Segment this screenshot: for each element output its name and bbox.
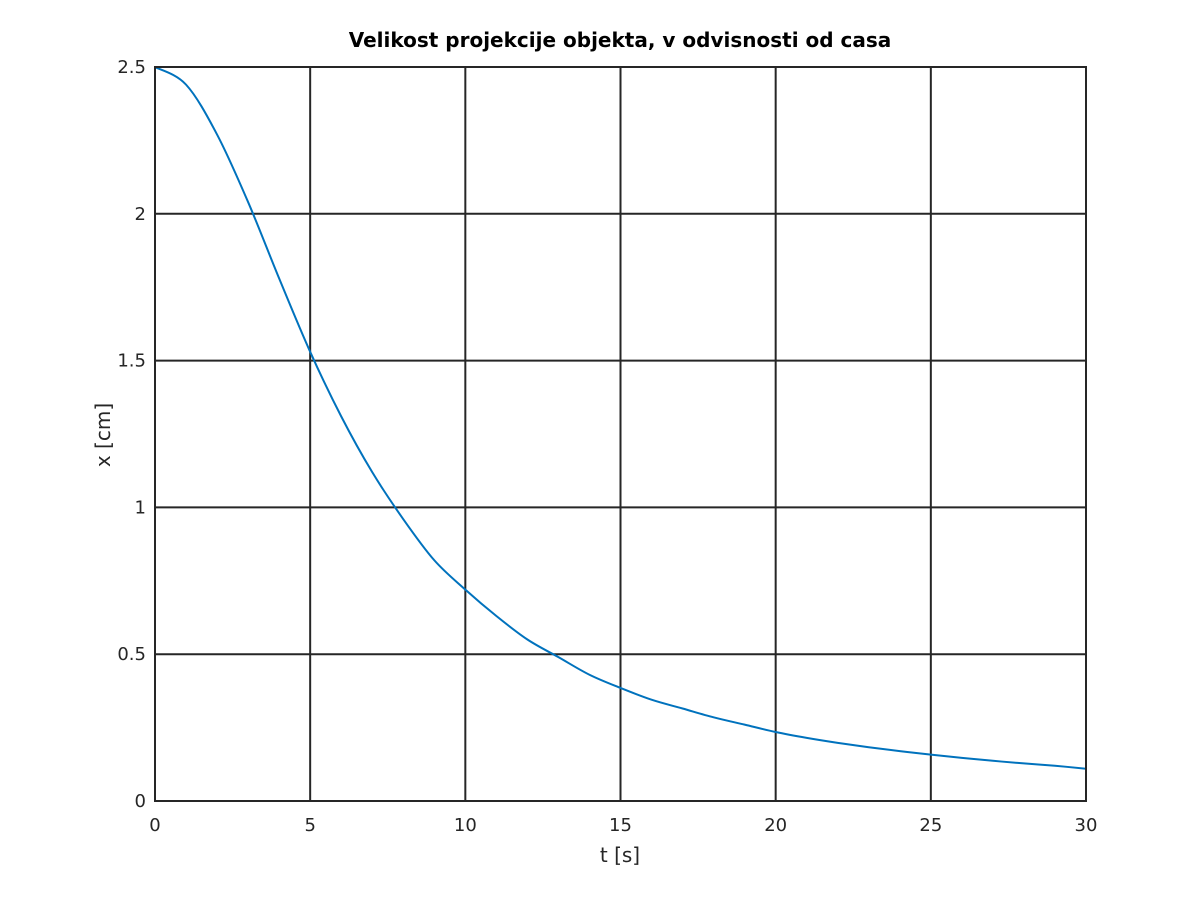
x-tick-label: 0 — [149, 815, 160, 836]
y-tick-label: 2.5 — [117, 57, 146, 78]
tick-labels: 0 5 10 15 20 25 30 0 0.5 1 1.5 2 2.5 — [117, 57, 1097, 836]
x-axis-label: t [s] — [600, 843, 640, 867]
series-line-0 — [154, 66, 1087, 770]
x-tick-label: 20 — [764, 815, 787, 836]
y-tick-label: 2 — [135, 204, 146, 225]
series-layer — [154, 66, 1087, 770]
chart-title: Velikost projekcije objekta, v odvisnost… — [349, 28, 892, 52]
y-tick-label: 1 — [135, 497, 146, 518]
y-axis-label: x [cm] — [91, 403, 115, 467]
x-tick-label: 25 — [919, 815, 942, 836]
x-tick-label: 5 — [304, 815, 315, 836]
y-tick-label: 1.5 — [117, 351, 146, 372]
plot-frame — [154, 66, 1087, 802]
x-tick-label: 15 — [609, 815, 632, 836]
y-tick-label: 0 — [135, 791, 146, 812]
x-tick-label: 30 — [1075, 815, 1098, 836]
x-tick-label: 10 — [454, 815, 477, 836]
y-tick-label: 0.5 — [117, 644, 146, 665]
